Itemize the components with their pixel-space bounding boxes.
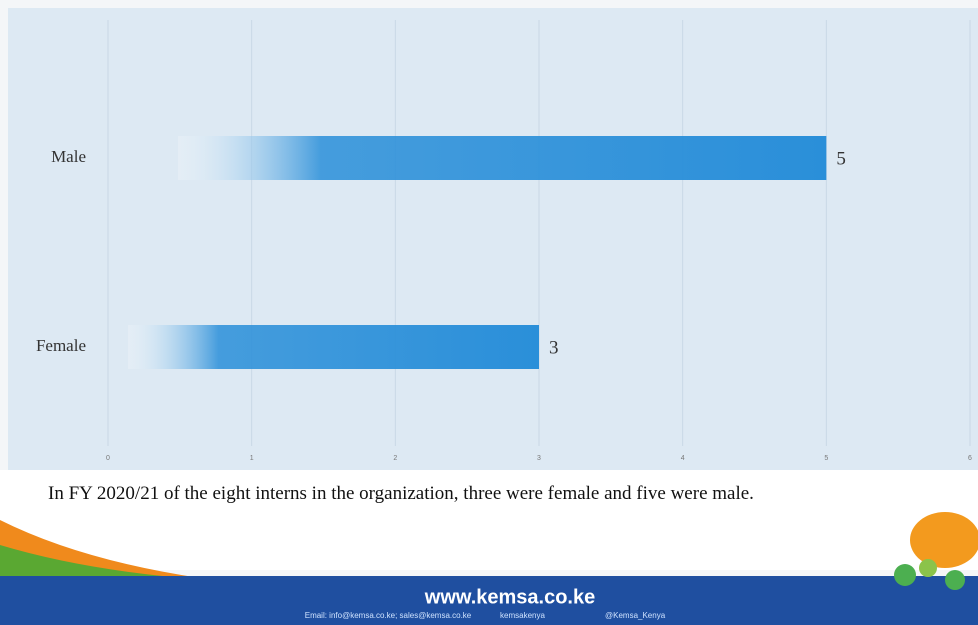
pill	[945, 570, 965, 590]
pill	[894, 564, 916, 586]
plot-background	[8, 8, 978, 470]
pill	[919, 559, 937, 577]
bar	[128, 325, 539, 369]
twitter: @Kemsa_Kenya	[605, 611, 666, 620]
caption: In FY 2020/21 of the eight interns in th…	[48, 483, 754, 504]
x-tick-label: 2	[393, 455, 397, 462]
swoosh-green	[0, 545, 210, 580]
x-tick-label: 0	[106, 455, 110, 462]
website: www.kemsa.co.ke	[424, 586, 595, 608]
y-tick-label: Male	[51, 147, 86, 166]
x-tick-label: 4	[681, 455, 685, 462]
value-label: 3	[549, 337, 559, 358]
facebook: kemsakenya	[500, 611, 545, 620]
pill-bottle	[910, 512, 978, 568]
x-tick-label: 1	[250, 455, 254, 462]
y-tick-label: Female	[36, 336, 86, 355]
x-tick-label: 5	[824, 455, 828, 462]
x-tick-label: 6	[968, 455, 972, 462]
value-label: 5	[836, 148, 846, 169]
footer-band	[0, 576, 978, 625]
email: Email: info@kemsa.co.ke; sales@kemsa.co.…	[305, 611, 472, 620]
bar	[178, 136, 827, 180]
x-tick-label: 3	[537, 455, 541, 462]
caption-background	[0, 470, 978, 570]
